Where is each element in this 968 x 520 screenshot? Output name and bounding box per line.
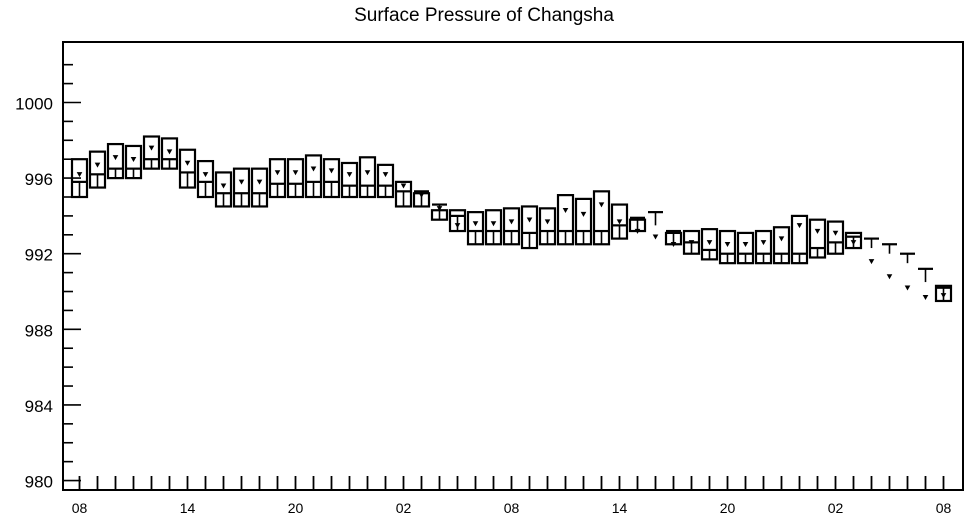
mean-marker xyxy=(850,240,857,246)
mean-marker xyxy=(292,170,299,176)
y-tick-label: 996 xyxy=(25,170,53,189)
mean-marker xyxy=(580,211,587,217)
plot-frame xyxy=(62,41,964,491)
mean-marker xyxy=(310,166,317,172)
box xyxy=(466,211,485,246)
mean-marker xyxy=(238,179,245,185)
mean-marker xyxy=(220,183,227,189)
mean-marker xyxy=(256,179,263,185)
mean-marker xyxy=(742,242,749,248)
mean-marker xyxy=(400,183,407,189)
mean-marker xyxy=(904,285,911,291)
mean-marker xyxy=(166,149,173,155)
y-tick-label: 1000 xyxy=(15,94,53,113)
x-tick-label: 20 xyxy=(288,500,304,516)
box xyxy=(520,205,539,250)
x-tick-label: 08 xyxy=(936,500,952,516)
y-tick-label: 980 xyxy=(25,473,53,492)
mean-marker xyxy=(922,294,929,300)
mean-marker xyxy=(490,221,497,227)
x-tick-label: 08 xyxy=(504,500,520,516)
mean-marker xyxy=(130,156,137,162)
mean-marker xyxy=(598,202,605,208)
mean-marker xyxy=(76,172,83,178)
mean-marker xyxy=(184,160,191,166)
mean-marker xyxy=(436,206,443,212)
mean-marker xyxy=(382,172,389,178)
mean-marker xyxy=(832,230,839,236)
y-tick-label: 984 xyxy=(25,397,53,416)
mean-marker xyxy=(760,240,767,246)
mean-marker xyxy=(472,221,479,227)
mean-marker xyxy=(562,208,569,214)
mean-marker xyxy=(364,170,371,176)
mean-marker xyxy=(652,234,659,240)
x-tick-label: 14 xyxy=(180,500,196,516)
mean-marker xyxy=(526,217,533,223)
mean-marker xyxy=(112,155,119,161)
mean-marker xyxy=(508,219,515,225)
boxes-layer xyxy=(70,135,953,303)
mean-marker xyxy=(148,145,155,151)
x-tick-label: 14 xyxy=(612,500,628,516)
y-tick-label: 988 xyxy=(25,321,53,340)
y-tick-label: 992 xyxy=(25,246,53,265)
mean-marker xyxy=(202,172,209,178)
mean-marker xyxy=(724,242,731,248)
mean-marker xyxy=(454,223,461,229)
mean-marker xyxy=(706,240,713,246)
x-axis: 08 14 20 02 08 14 20 02 08 xyxy=(72,476,952,516)
x-tick-label: 08 xyxy=(72,500,88,516)
mean-marker xyxy=(94,162,101,168)
mean-marker xyxy=(328,168,335,174)
mean-marker xyxy=(634,228,641,234)
mean-marker xyxy=(778,236,785,242)
x-tick-label: 02 xyxy=(396,500,412,516)
mean-marker xyxy=(814,228,821,234)
mean-marker xyxy=(886,274,893,280)
box xyxy=(934,284,953,303)
mean-marker xyxy=(940,293,947,299)
mean-marker xyxy=(670,242,677,248)
mean-marker xyxy=(418,192,425,198)
chart-title: Surface Pressure of Changsha xyxy=(354,5,614,26)
box xyxy=(826,220,845,255)
mean-marker xyxy=(616,219,623,225)
y-axis: 980 984 988 992 996 1000 xyxy=(15,63,81,492)
mean-marker xyxy=(868,259,875,265)
mean-marker xyxy=(688,240,695,246)
mean-marker xyxy=(796,223,803,229)
x-tick-label: 02 xyxy=(828,500,844,516)
mean-marker xyxy=(274,170,281,176)
mean-marker xyxy=(544,219,551,225)
x-tick-label: 20 xyxy=(720,500,736,516)
mean-marker xyxy=(346,172,353,178)
